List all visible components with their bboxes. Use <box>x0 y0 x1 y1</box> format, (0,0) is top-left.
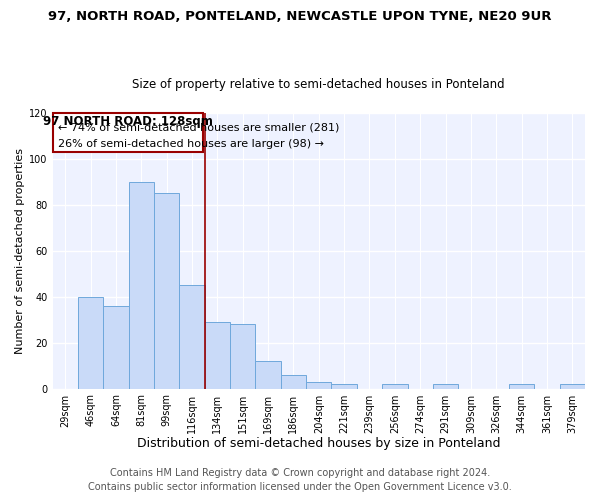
FancyBboxPatch shape <box>53 113 203 152</box>
Text: ← 74% of semi-detached houses are smaller (281): ← 74% of semi-detached houses are smalle… <box>58 123 339 133</box>
Bar <box>433 384 458 388</box>
X-axis label: Distribution of semi-detached houses by size in Ponteland: Distribution of semi-detached houses by … <box>137 437 500 450</box>
Y-axis label: Number of semi-detached properties: Number of semi-detached properties <box>15 148 25 354</box>
Bar <box>331 384 357 388</box>
Bar <box>281 375 306 388</box>
Bar <box>154 194 179 388</box>
Bar <box>179 285 205 389</box>
Text: 26% of semi-detached houses are larger (98) →: 26% of semi-detached houses are larger (… <box>58 139 323 149</box>
Bar <box>509 384 534 388</box>
Bar <box>560 384 585 388</box>
Bar <box>78 296 103 388</box>
Bar <box>256 361 281 388</box>
Title: Size of property relative to semi-detached houses in Ponteland: Size of property relative to semi-detach… <box>133 78 505 91</box>
Bar <box>205 322 230 388</box>
Text: 97 NORTH ROAD: 128sqm: 97 NORTH ROAD: 128sqm <box>43 115 213 128</box>
Bar <box>306 382 331 388</box>
Bar <box>103 306 128 388</box>
Text: Contains HM Land Registry data © Crown copyright and database right 2024.
Contai: Contains HM Land Registry data © Crown c… <box>88 468 512 492</box>
Bar <box>382 384 407 388</box>
Text: 97, NORTH ROAD, PONTELAND, NEWCASTLE UPON TYNE, NE20 9UR: 97, NORTH ROAD, PONTELAND, NEWCASTLE UPO… <box>48 10 552 23</box>
Bar <box>128 182 154 388</box>
Bar <box>230 324 256 388</box>
